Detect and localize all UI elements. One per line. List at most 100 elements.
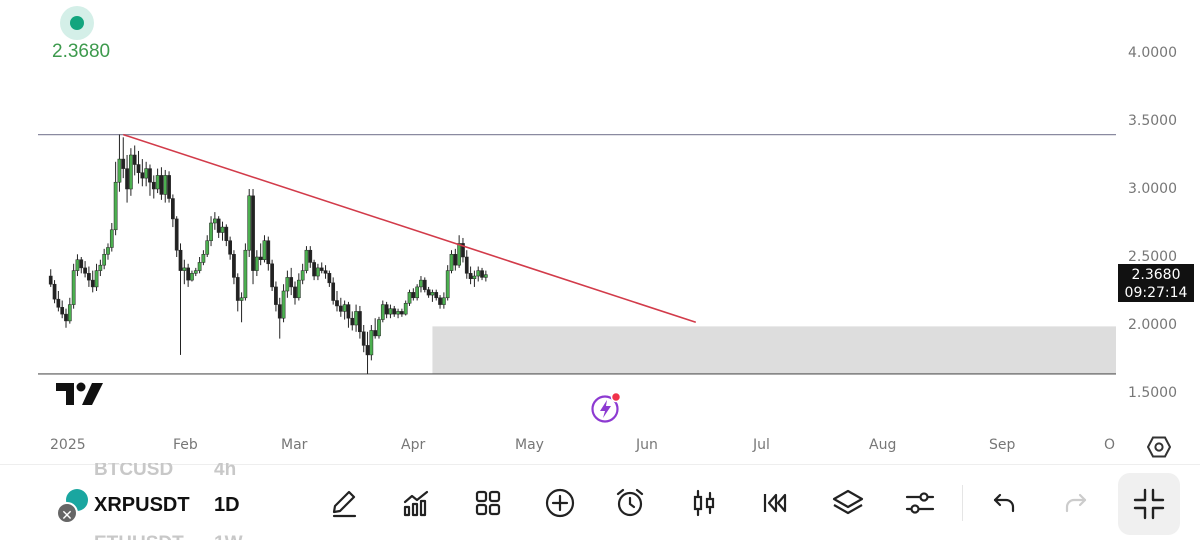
candle-body: [415, 286, 420, 299]
candle: [350, 311, 355, 331]
candle-body: [289, 277, 294, 288]
candle-body: [60, 307, 65, 315]
candle: [140, 159, 145, 187]
candle-body: [140, 172, 145, 179]
candle: [186, 263, 190, 287]
candle-body: [350, 317, 355, 326]
candle-body: [251, 195, 255, 271]
candle: [87, 266, 91, 287]
candle-body: [186, 267, 190, 281]
candle: [380, 300, 385, 323]
candle: [90, 270, 95, 293]
price-axis-label: 1.5000: [1128, 385, 1177, 401]
candle: [125, 155, 129, 203]
candle-body: [87, 273, 91, 281]
candle-body: [117, 158, 122, 183]
indicators-icon[interactable]: [398, 485, 434, 521]
candle-body: [476, 270, 481, 277]
candle-body: [327, 273, 332, 284]
candle-body: [369, 330, 374, 356]
candle-body: [365, 345, 370, 356]
candle-body: [106, 247, 110, 255]
alarm-icon[interactable]: [612, 485, 648, 521]
price-axis-label: 2.0000: [1128, 317, 1177, 333]
candle: [296, 273, 301, 301]
candle: [472, 270, 477, 287]
candle: [178, 243, 183, 355]
time-axis-label: Apr: [401, 437, 426, 453]
interval-picker-prev[interactable]: 4h: [214, 463, 237, 477]
symbol-picker-next[interactable]: ETHUSDT: [94, 531, 184, 540]
replay-icon[interactable]: [756, 485, 792, 521]
candles-icon[interactable]: [686, 485, 722, 521]
candle: [430, 289, 435, 302]
candle: [476, 266, 481, 282]
close-icon[interactable]: ✕: [56, 502, 78, 524]
candle: [98, 259, 103, 277]
redo-icon[interactable]: [1058, 485, 1094, 521]
candle-body: [419, 279, 423, 288]
interval-picker[interactable]: 1D: [214, 494, 240, 516]
candle-body: [346, 304, 351, 319]
candle: [457, 235, 461, 268]
fullscreen-icon[interactable]: [1118, 473, 1180, 535]
add-icon[interactable]: [542, 485, 578, 521]
candle-body: [388, 308, 393, 315]
candle-body: [239, 297, 244, 301]
candle-body: [197, 262, 202, 271]
chart-settings-icon[interactable]: [1146, 435, 1172, 464]
grid-icon[interactable]: [470, 485, 506, 521]
candle: [400, 308, 404, 317]
candle: [254, 250, 259, 277]
candle: [453, 248, 458, 271]
symbol-picker[interactable]: XRPUSDT: [94, 494, 190, 516]
candle-body: [52, 283, 57, 300]
candle: [285, 270, 290, 298]
candle: [258, 243, 263, 266]
candle: [434, 289, 439, 301]
interval-picker-next[interactable]: 1W: [214, 531, 243, 540]
symbol-picker-prev[interactable]: BTCUSD: [94, 463, 174, 477]
candle-body: [331, 282, 336, 301]
candle: [411, 288, 416, 301]
candle-body: [167, 175, 171, 199]
candle: [277, 297, 282, 339]
time-axis-label: May: [515, 437, 544, 453]
candle-body: [422, 279, 427, 290]
candle: [64, 308, 68, 328]
candle-body: [243, 249, 248, 299]
candle: [445, 265, 450, 301]
settings-sliders-icon[interactable]: [902, 485, 938, 521]
candle-body: [293, 286, 297, 299]
candle-body: [400, 311, 404, 315]
candle: [300, 263, 305, 285]
candle-body: [171, 198, 175, 220]
candle-body: [201, 254, 206, 263]
candle: [365, 331, 370, 374]
candle-body: [449, 254, 454, 271]
pencil-icon[interactable]: [326, 485, 362, 521]
candle: [396, 308, 400, 319]
layers-icon[interactable]: [830, 485, 866, 521]
current-price-label: 2.3680: [52, 41, 111, 62]
price-chart[interactable]: [0, 0, 1200, 464]
candle-body: [209, 222, 213, 241]
candle: [220, 221, 225, 241]
candle: [243, 243, 248, 301]
candle-body: [480, 270, 484, 278]
candle-body: [174, 218, 179, 251]
candle-body: [361, 331, 366, 346]
chart-area[interactable]: 2.3680 4.0000 3.5000 3.0000 2.5000 2.000…: [0, 0, 1200, 464]
candle-body: [484, 274, 488, 278]
candle-body: [228, 240, 232, 255]
candle: [415, 284, 420, 301]
candle: [354, 304, 358, 332]
candle-body: [190, 273, 194, 281]
candle-body: [312, 262, 316, 277]
time-axis-label: Jul: [753, 437, 770, 453]
flash-icon[interactable]: [590, 391, 624, 431]
candle: [239, 292, 244, 323]
candle-body: [67, 304, 72, 322]
candle-body: [304, 249, 309, 271]
undo-icon[interactable]: [986, 485, 1022, 521]
